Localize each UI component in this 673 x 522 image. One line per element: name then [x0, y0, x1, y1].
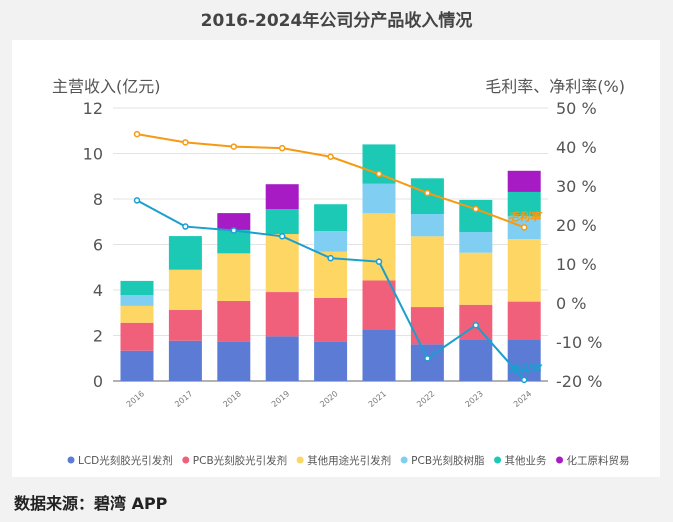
x-tick-label: 2024: [512, 389, 533, 409]
bar-segment: [120, 322, 154, 351]
x-tick-label: 2016: [125, 389, 146, 409]
line-point: [182, 223, 189, 230]
bar-segment: [314, 341, 348, 381]
bar-segment: [168, 236, 202, 270]
bar-segment: [265, 234, 299, 293]
chart-title: 2016-2024年公司分产品收入情况: [200, 11, 473, 31]
bar-segment: [410, 236, 444, 308]
line-label: 毛利率: [508, 210, 543, 223]
y-right-tick-label: 30 %: [556, 177, 597, 196]
line-point: [182, 139, 189, 146]
legend-marker: [67, 456, 75, 464]
line-point: [375, 258, 383, 265]
bar-segment: [362, 280, 396, 330]
bar-segment: [168, 340, 202, 381]
line-point: [520, 224, 528, 231]
legend-marker: [182, 456, 190, 464]
line-point: [327, 254, 334, 262]
bar-segment: [217, 253, 251, 301]
bar-segment: [507, 339, 541, 381]
line-point: [472, 321, 480, 329]
bar-segment: [120, 295, 154, 306]
x-tick-label: 2023: [464, 389, 485, 409]
line-point: [520, 376, 528, 384]
bar-segment: [265, 184, 299, 210]
y-right-tick-label: -10 %: [556, 333, 602, 352]
line-point: [424, 355, 431, 362]
legend-label: 其他业务: [505, 454, 547, 467]
y-tick-label: 8: [93, 190, 103, 209]
legend-marker: [400, 456, 408, 464]
bar-segment: [362, 213, 396, 281]
x-tick-label: 2021: [367, 389, 388, 409]
bar-segment: [265, 336, 299, 381]
legend-label: 其他用途光引发剂: [307, 454, 391, 467]
legend-label: PCB光刻胶光引发剂: [193, 454, 287, 467]
bar-segment: [168, 269, 202, 311]
line-point: [375, 170, 383, 178]
y-right-tick-label: 40 %: [556, 138, 597, 157]
y-axis-right-label: 毛利率、净利率(%): [485, 77, 625, 96]
line-point: [327, 153, 334, 160]
bar-segment: [168, 310, 202, 341]
bar-segment: [507, 191, 541, 217]
y-right-tick-label: 20 %: [556, 216, 597, 235]
line-point: [230, 143, 238, 150]
bar-segment: [120, 305, 154, 323]
y-right-tick-label: 0 %: [556, 294, 586, 313]
y-axis-label: 主营收入(亿元): [52, 77, 161, 96]
y-tick-label: 2: [93, 327, 103, 346]
bar-segment: [507, 301, 541, 340]
y-tick-label: 10: [83, 145, 103, 164]
y-tick-label: 4: [93, 281, 103, 300]
bar-segment: [362, 329, 396, 381]
y-right-tick-label: 50 %: [556, 99, 597, 118]
line-point: [278, 144, 286, 152]
x-tick-label: 2020: [318, 389, 339, 409]
bar-segment: [217, 229, 251, 254]
x-tick-label: 2017: [173, 389, 194, 409]
line-point: [278, 233, 286, 240]
bar-segment: [459, 339, 493, 381]
line-point: [133, 130, 141, 138]
bar-segment: [362, 183, 396, 214]
legend-marker: [556, 456, 564, 464]
line-point: [472, 205, 480, 213]
bar-segment: [507, 239, 541, 302]
line-point: [230, 227, 238, 234]
bar-segment: [265, 209, 299, 235]
bar-segment: [459, 231, 493, 253]
bar-segment: [120, 350, 154, 381]
legend-label: 化工原料贸易: [567, 454, 630, 467]
y-tick-label: 12: [83, 99, 103, 118]
y-right-tick-label: 10 %: [556, 255, 597, 274]
bar-segment: [459, 252, 493, 305]
y-right-tick-label: -20 %: [556, 372, 602, 391]
line-point: [424, 189, 431, 197]
x-tick-label: 2019: [270, 389, 291, 409]
x-tick-label: 2022: [415, 389, 436, 409]
bar-segment: [314, 204, 348, 232]
x-tick-label: 2018: [222, 389, 243, 409]
y-tick-label: 6: [93, 236, 103, 255]
line-point: [133, 197, 141, 204]
legend-label: PCB光刻胶树脂: [411, 454, 485, 467]
bar-segment: [507, 170, 541, 192]
y-tick-label: 0: [93, 372, 103, 391]
bar-segment: [217, 213, 251, 230]
bar-segment: [120, 280, 154, 296]
bar-segment: [410, 307, 444, 345]
bar-segment: [217, 300, 251, 342]
legend-marker: [494, 456, 502, 464]
source-note: 数据来源：碧湾 APP: [14, 494, 168, 513]
bar-segment: [314, 297, 348, 342]
legend-marker: [296, 456, 304, 464]
bar-segment: [410, 214, 444, 237]
bar-segment: [314, 231, 348, 252]
bar-segment: [217, 341, 251, 381]
legend-label: LCD光刻胶光引发剂: [78, 454, 173, 467]
line-label: 净利率: [508, 363, 543, 376]
bar-segment: [265, 292, 299, 337]
